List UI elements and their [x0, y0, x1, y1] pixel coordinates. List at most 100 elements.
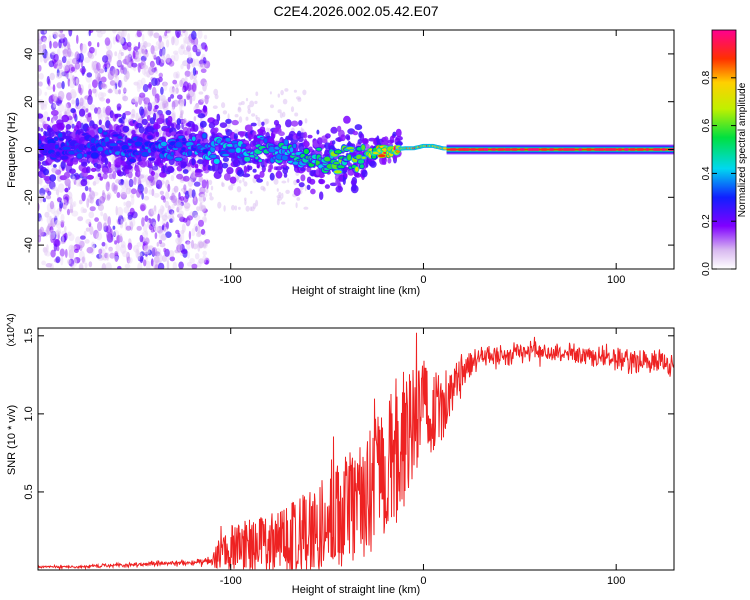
ridge-band-peak	[645, 148, 649, 151]
noise-blob	[143, 259, 147, 267]
noise-blob	[85, 227, 90, 232]
noise-blob	[217, 201, 222, 209]
noise-blob	[270, 104, 274, 109]
noise-blob	[78, 53, 84, 63]
x-tick-label: -100	[220, 274, 242, 286]
x-tick-label: 100	[607, 575, 625, 587]
noise-blob	[227, 164, 232, 168]
x-tick-label: -100	[220, 575, 242, 587]
noise-blob	[59, 248, 65, 257]
colorbar-gradient	[711, 29, 737, 270]
ridge-core-blob	[147, 157, 156, 162]
noise-blob	[171, 204, 175, 209]
noise-blob	[47, 190, 52, 196]
noise-blob	[131, 98, 136, 105]
colorbar-tick-label: 0.0	[701, 262, 712, 276]
x-tick-label: 100	[607, 274, 625, 286]
noise-blob	[72, 175, 76, 182]
noise-blob	[198, 258, 205, 264]
noise-blob	[175, 87, 179, 94]
ridge-core-blob	[38, 153, 42, 159]
ridge-halo-blob	[197, 113, 206, 119]
ridge-halo-blob	[176, 118, 182, 125]
ridge-halo-blob	[147, 162, 153, 168]
noise-blob	[141, 231, 149, 239]
ridge-halo-blob	[369, 160, 377, 168]
noise-blob	[61, 81, 65, 90]
noise-blob	[127, 45, 132, 52]
ridge-core-blob	[354, 166, 360, 173]
ridge-halo-blob	[53, 164, 57, 168]
ridge-band-peak	[610, 148, 617, 151]
ridge-halo-blob	[77, 128, 84, 135]
noise-blob	[109, 252, 116, 259]
ridge-halo-blob	[64, 187, 69, 193]
noise-blob	[277, 109, 282, 114]
noise-blob	[127, 214, 133, 220]
ridge-halo-blob	[153, 112, 157, 121]
noise-blob	[78, 199, 83, 205]
noise-blob	[43, 30, 47, 34]
noise-blob	[112, 229, 120, 237]
noise-blob	[175, 237, 182, 245]
noise-blob	[72, 201, 77, 207]
ridge-band-peak	[578, 148, 582, 151]
ridge-halo-blob	[79, 108, 86, 117]
noise-blob	[45, 195, 52, 200]
noise-blob	[191, 228, 196, 237]
noise-blob	[168, 209, 175, 215]
ridge-halo-blob	[247, 165, 253, 171]
noise-blob	[88, 88, 92, 97]
noise-blob	[105, 262, 112, 269]
noise-blob	[70, 66, 76, 72]
noise-blob	[122, 95, 129, 102]
noise-blob	[151, 77, 158, 87]
noise-blob	[70, 91, 77, 99]
ridge-halo-blob	[343, 115, 351, 124]
ridge-halo-blob	[162, 165, 168, 173]
noise-blob	[179, 196, 185, 201]
noise-blob	[154, 93, 160, 104]
noise-blob	[164, 31, 168, 37]
noise-blob	[130, 193, 135, 199]
ridge-halo-blob	[297, 136, 304, 143]
ridge-halo-blob	[332, 140, 336, 145]
ridge-halo-blob	[267, 168, 272, 173]
noise-blob	[38, 45, 41, 52]
ridge-halo-blob	[191, 157, 196, 166]
noise-blob	[108, 246, 113, 252]
noise-blob	[44, 91, 48, 96]
noise-blob	[284, 88, 289, 92]
ridge-band-peak	[662, 148, 666, 151]
noise-blob	[199, 193, 206, 204]
y-tick-label: -20	[23, 189, 35, 205]
ridge-halo-blob	[361, 138, 369, 145]
y-tick-label: 1.0	[23, 406, 35, 421]
noise-blob	[201, 187, 205, 191]
noise-blob	[108, 247, 113, 253]
noise-blob	[125, 200, 132, 208]
noise-blob	[180, 230, 185, 235]
noise-blob	[49, 226, 54, 234]
noise-blob	[63, 64, 70, 72]
noise-blob	[56, 245, 60, 252]
ridge-halo-blob	[222, 157, 229, 162]
noise-blob	[166, 260, 170, 269]
noise-blob	[123, 178, 130, 189]
noise-blob	[69, 209, 74, 214]
noise-blob	[96, 62, 101, 71]
noise-blob	[204, 45, 208, 52]
noise-blob	[206, 179, 209, 190]
noise-blob	[38, 87, 42, 97]
ridge-band-peak	[532, 148, 540, 151]
noise-blob	[105, 181, 110, 192]
noise-blob	[60, 220, 65, 225]
noise-blob	[61, 199, 67, 204]
noise-blob	[52, 118, 55, 125]
noise-blob	[191, 82, 197, 92]
spectrogram-xlabel: Height of straight line (km)	[292, 285, 420, 297]
ridge-halo-blob	[361, 169, 368, 178]
ridge-halo-blob	[226, 167, 234, 175]
ridge-halo-blob	[298, 120, 303, 126]
ridge-halo-blob	[69, 168, 76, 174]
